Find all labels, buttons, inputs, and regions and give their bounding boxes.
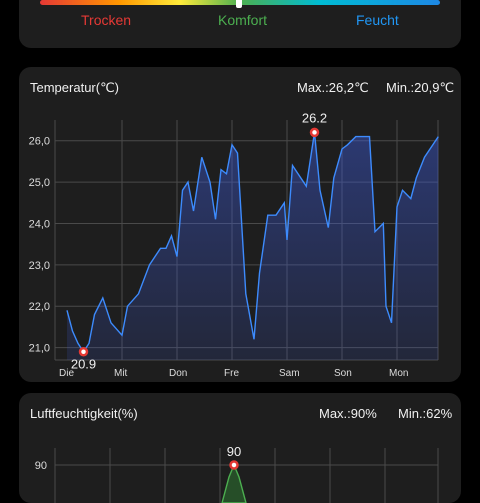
- comfort-card: Trocken Komfort Feucht: [19, 0, 461, 48]
- x-tick-label: Son: [334, 368, 352, 379]
- y-tick-label: 23,0: [29, 260, 50, 272]
- temperature-title: Temperatur(℃): [30, 80, 120, 95]
- y-tick-label: 25,0: [29, 177, 50, 189]
- temperature-card[interactable]: Temperatur(℃) Max.:26,2℃ Min.:20,9℃ Die M…: [19, 67, 461, 382]
- max-marker: [229, 460, 239, 470]
- comfort-label-feucht: Feucht: [356, 12, 399, 28]
- temperature-chart[interactable]: Die Mit Don Fre Sam Son Mon 21,0 22,0 23,0 24,0 25,…: [19, 67, 461, 382]
- temperature-line: [66, 132, 439, 353]
- y-tick-label: 90: [35, 460, 47, 472]
- x-tick-label: Mon: [389, 368, 408, 379]
- humidity-area: [221, 463, 247, 503]
- max-marker-label: 90: [227, 444, 241, 459]
- x-tick-label: Sam: [279, 368, 300, 379]
- temperature-area: [67, 132, 439, 360]
- x-tick-label: Fre: [224, 368, 239, 379]
- humidity-min: Min.:62%: [398, 406, 453, 421]
- max-marker: [309, 127, 320, 138]
- comfort-label-trocken: Trocken: [81, 12, 132, 28]
- humidity-title: Luftfeuchtigkeit(%): [30, 406, 138, 421]
- y-tick-label: 26,0: [29, 136, 50, 148]
- comfort-indicator: [236, 0, 242, 8]
- temperature-max: Max.:26,2℃: [297, 80, 369, 95]
- min-marker: [78, 346, 89, 357]
- x-tick-label: Die: [59, 368, 74, 379]
- x-tick-label: Don: [169, 368, 187, 379]
- min-marker-label: 20.9: [71, 357, 96, 372]
- temperature-min: Min.:20,9℃: [386, 80, 455, 95]
- y-tick-label: 24,0: [29, 218, 50, 230]
- x-tick-label: Mit: [114, 368, 128, 379]
- y-tick-label: 22,0: [29, 301, 50, 313]
- max-marker-label: 26.2: [302, 110, 327, 125]
- comfort-label-komfort: Komfort: [218, 12, 268, 28]
- humidity-card[interactable]: Luftfeuchtigkeit(%) Max.:90% Min.:62% 90…: [19, 393, 461, 503]
- y-tick-label: 21,0: [29, 343, 50, 355]
- humidity-max: Max.:90%: [319, 406, 377, 421]
